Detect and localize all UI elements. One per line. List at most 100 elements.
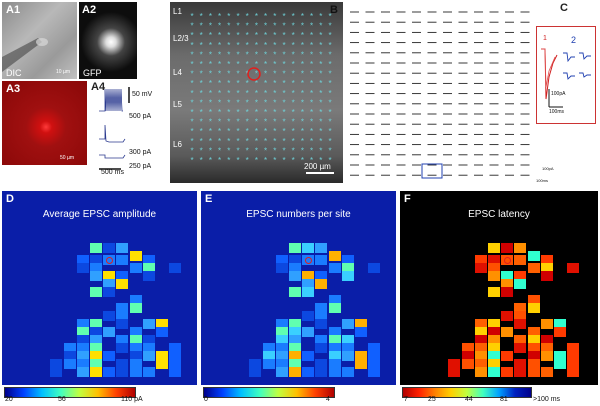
- stim-site-marker: *: [218, 127, 221, 136]
- heatmap-cell: [129, 335, 142, 345]
- heatmap-cell: [76, 319, 89, 329]
- stim-site-marker: *: [236, 50, 239, 59]
- stim-site-marker: *: [200, 137, 203, 146]
- stim-site-marker: *: [227, 31, 230, 40]
- stim-site-marker: *: [310, 22, 313, 31]
- heatmap-cell: [567, 359, 580, 369]
- panel-label-b: B: [330, 4, 338, 16]
- heatmap-cell: [488, 263, 500, 273]
- stim-site-marker: *: [190, 118, 193, 127]
- stim-site-marker: *: [301, 60, 304, 69]
- heatmap-cell: [461, 359, 474, 369]
- heatmap-cell: [328, 295, 341, 305]
- stim-site-marker: *: [292, 22, 295, 31]
- soma-marker: [106, 257, 113, 264]
- panel-c-trace-map: C 1 2 100pA 100ms 100pA 100ms: [346, 2, 598, 186]
- stim-site-marker: *: [282, 98, 285, 107]
- stim-site-marker: *: [218, 60, 221, 69]
- heatmap-cell: [129, 327, 142, 337]
- heatmap-cell: [275, 263, 288, 273]
- layer-l4: L4: [173, 68, 182, 77]
- heatmap-cell: [328, 263, 341, 273]
- stim-site-marker: *: [292, 108, 295, 117]
- heatmap-cell: [461, 343, 474, 353]
- stim-site-marker: *: [236, 127, 239, 136]
- stim-site-marker: *: [190, 98, 193, 107]
- heatmap-cell: [315, 243, 328, 253]
- stim-site-marker: *: [292, 98, 295, 107]
- heatmap-cell: [90, 255, 102, 265]
- panel-label-a2: A2: [82, 4, 97, 16]
- stim-site-marker: *: [310, 146, 313, 155]
- stim-site-marker: *: [273, 146, 276, 155]
- stim-site-marker: *: [246, 118, 249, 127]
- stim-site-marker: *: [264, 50, 267, 59]
- heatmap-cell: [540, 263, 553, 273]
- heatmap-cell: [514, 271, 527, 281]
- stim-site-marker: *: [227, 127, 230, 136]
- stim-site-marker: *: [328, 50, 331, 59]
- stim-site-marker: *: [310, 156, 313, 165]
- stim-site-marker: *: [292, 156, 295, 165]
- heatmap-cell: [289, 351, 301, 361]
- stim-site-marker: *: [282, 60, 285, 69]
- e-tick-0: 0: [204, 396, 208, 403]
- stim-site-marker: *: [236, 70, 239, 79]
- heatmap-cell: [488, 327, 500, 337]
- a3-scale-label: 50 µm: [60, 155, 74, 161]
- stim-site-marker: *: [255, 127, 258, 136]
- site-2-box: [421, 163, 443, 179]
- stim-site-marker: *: [328, 12, 331, 21]
- heatmap-cell: [90, 351, 102, 361]
- stim-site-marker: *: [328, 70, 331, 79]
- heatmap-cell: [63, 351, 76, 361]
- stim-site-marker: *: [310, 79, 313, 88]
- heatmap-cell: [514, 359, 527, 369]
- heatmap-cell: [103, 279, 116, 289]
- stim-site-marker: *: [209, 12, 212, 21]
- stim-site-marker: *: [264, 70, 267, 79]
- heatmap-cell: [156, 351, 168, 361]
- heatmap-cell: [328, 335, 341, 345]
- stim-site-marker: *: [200, 146, 203, 155]
- stim-site-marker: *: [328, 22, 331, 31]
- heatmap-cell: [501, 287, 514, 297]
- heatmap-cell: [129, 303, 142, 313]
- stim-site-marker: *: [246, 50, 249, 59]
- stim-site-marker: *: [236, 137, 239, 146]
- heatmap-cell: [474, 255, 487, 265]
- stim-site-marker: *: [255, 146, 258, 155]
- heatmap-cell: [90, 287, 102, 297]
- stim-site-marker: *: [319, 127, 322, 136]
- stim-site-marker: *: [264, 156, 267, 165]
- heatmap-cell: [501, 279, 514, 289]
- stim-site-marker: *: [209, 60, 212, 69]
- stim-site-marker: *: [292, 127, 295, 136]
- panel-b-slice-grid: * * * * * * * * * * * * * * * * * * * * * * * * * * * * * * * * * * * * * * * *…: [170, 2, 343, 183]
- heatmap-cell: [129, 343, 142, 353]
- f-colorbar: [402, 387, 532, 398]
- stim-site-marker: *: [301, 50, 304, 59]
- stim-site-marker: *: [328, 127, 331, 136]
- heatmap-cell: [103, 367, 116, 377]
- epsc-trace-grid: [350, 11, 530, 179]
- stim-site-marker: *: [282, 79, 285, 88]
- stim-site-marker: *: [246, 79, 249, 88]
- inset-site-1: 1: [543, 35, 547, 42]
- stim-site-marker: *: [255, 41, 258, 50]
- heatmap-cell: [289, 263, 301, 273]
- heatmap-cell: [540, 319, 553, 329]
- stim-site-marker: *: [209, 118, 212, 127]
- stim-site-marker: *: [264, 31, 267, 40]
- stim-site-marker: *: [264, 60, 267, 69]
- stim-site-marker: *: [190, 156, 193, 165]
- heatmap-cell: [567, 351, 580, 361]
- heatmap-cell: [474, 319, 487, 329]
- heatmap-cell: [328, 327, 341, 337]
- stim-site-marker: *: [218, 146, 221, 155]
- heatmap-cell: [488, 359, 500, 369]
- stim-site-marker: *: [310, 31, 313, 40]
- stim-site-marker: *: [255, 98, 258, 107]
- heatmap-cell: [103, 271, 116, 281]
- heatmap-cell: [50, 367, 63, 377]
